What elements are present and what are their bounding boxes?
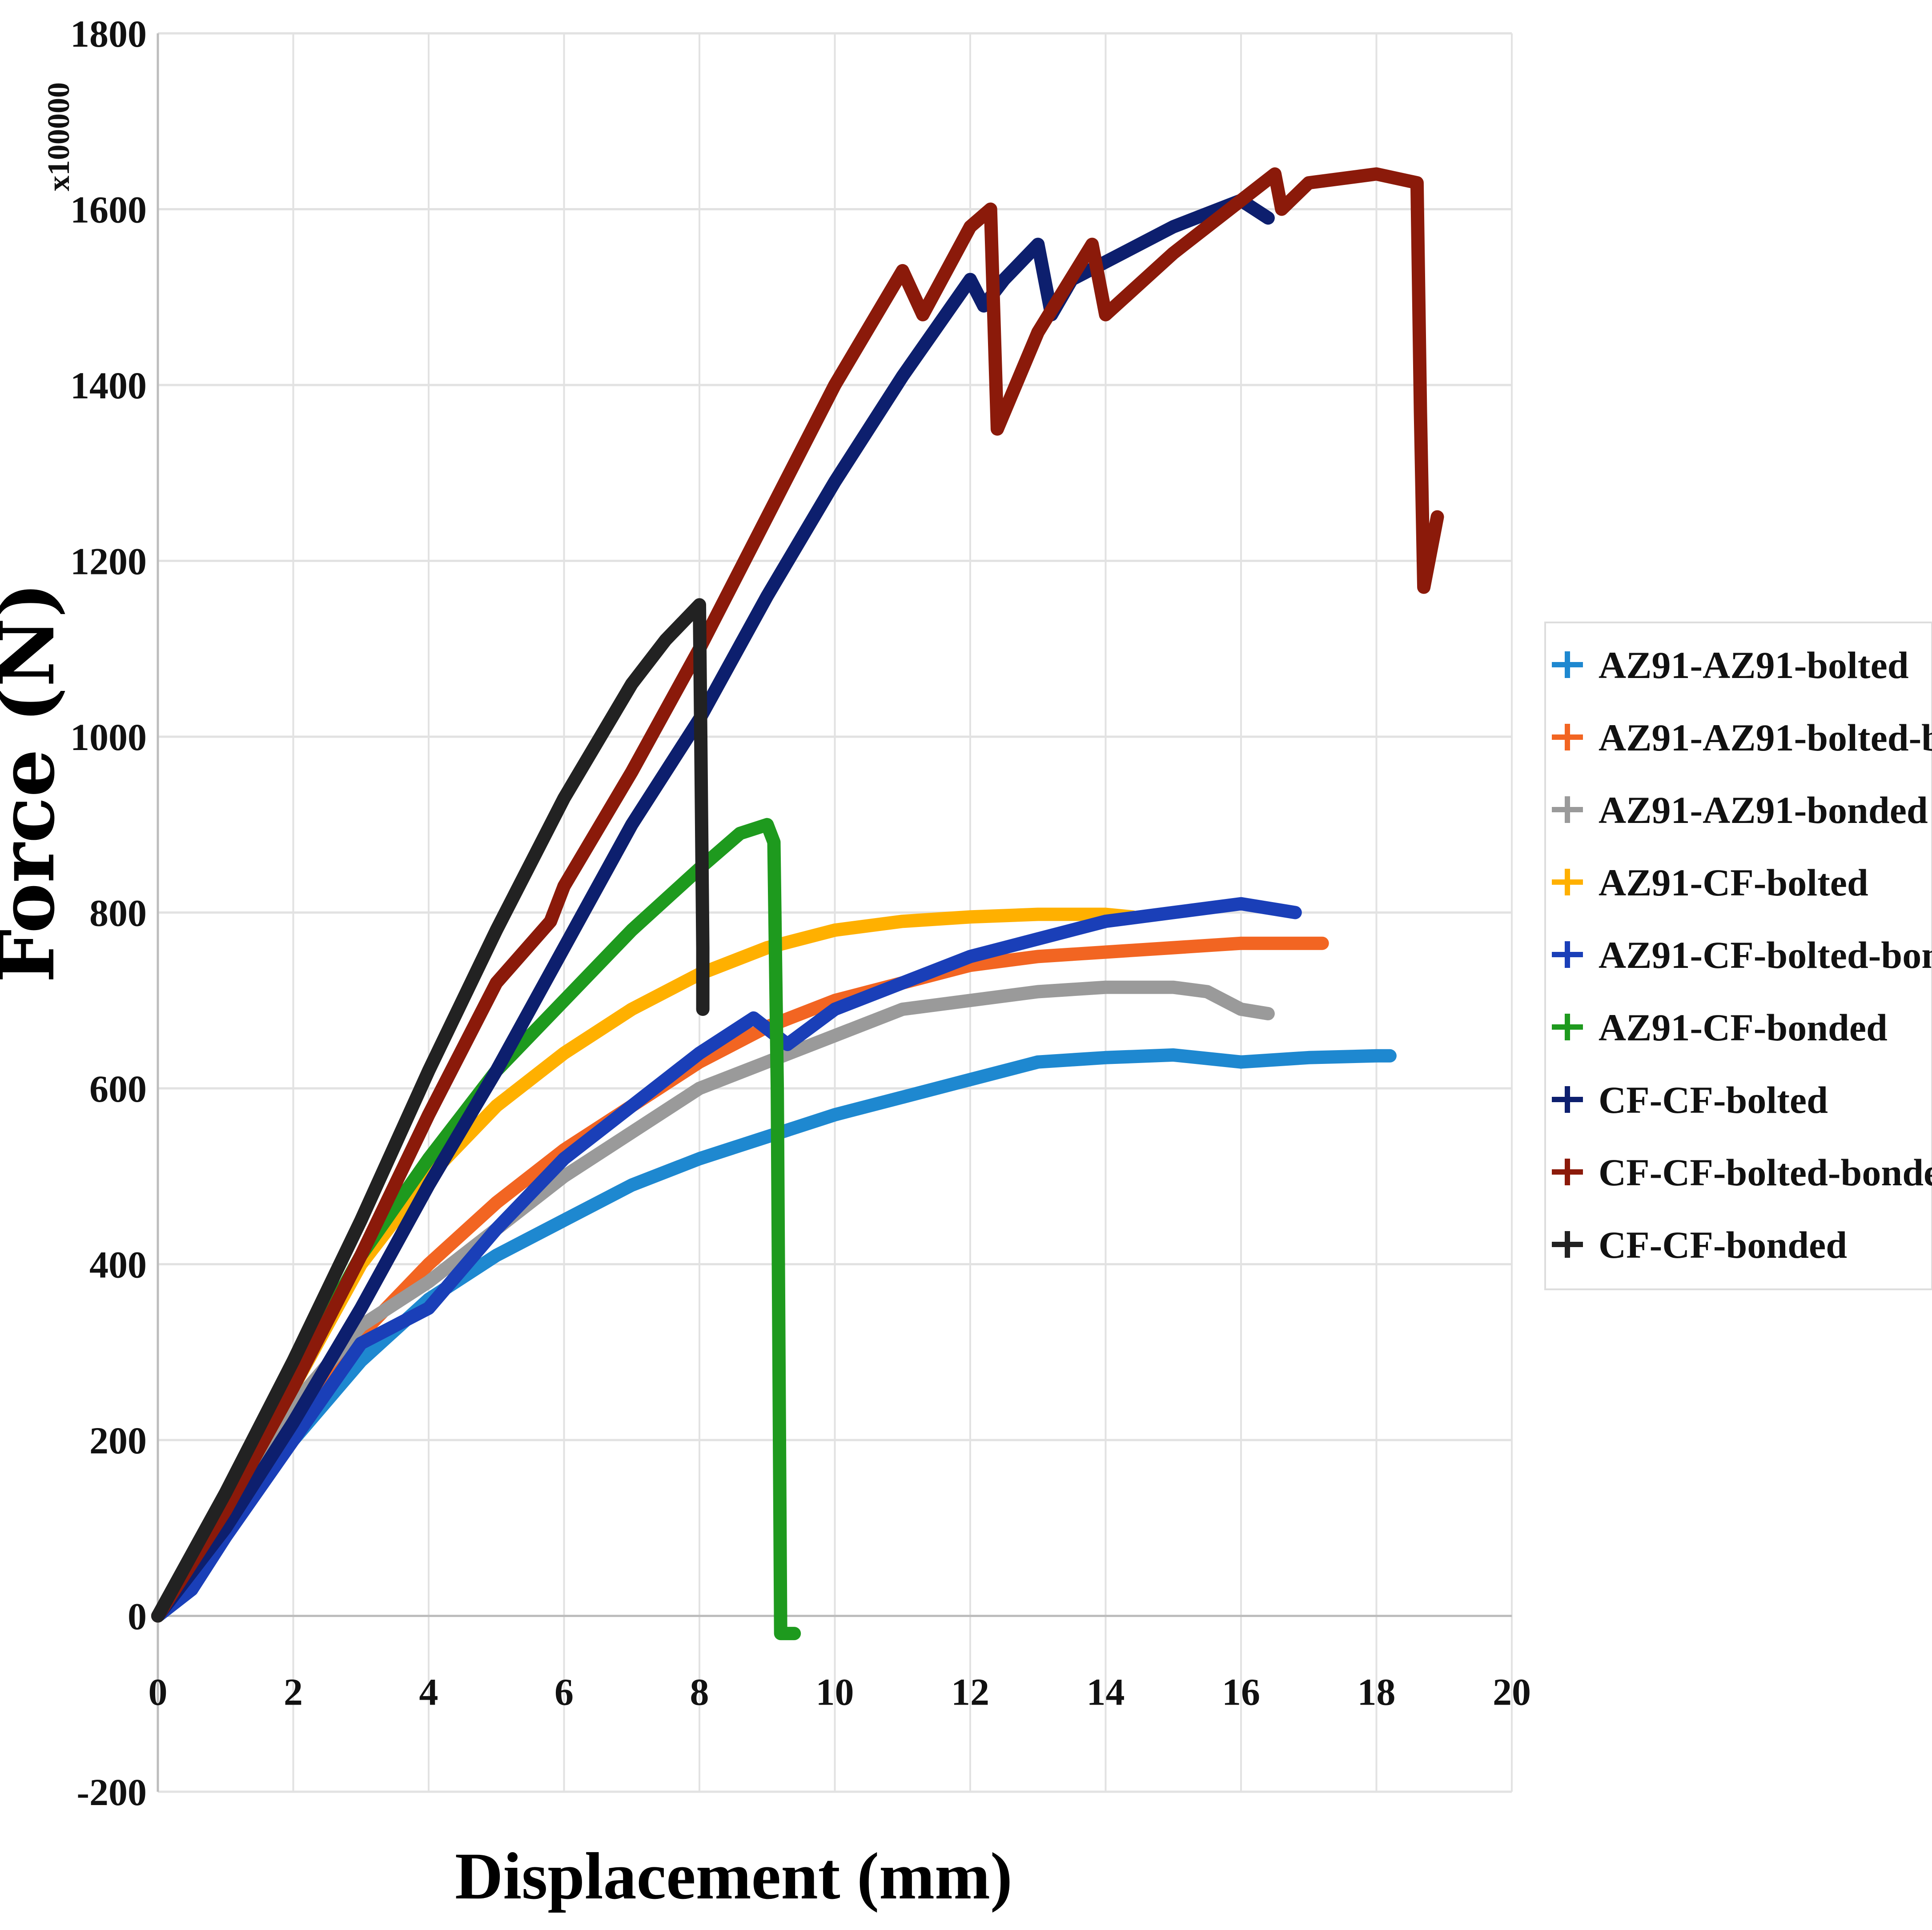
legend-label: AZ91-AZ91-bolted bbox=[1599, 644, 1909, 686]
x-tick-label: 6 bbox=[554, 1671, 574, 1713]
legend-box bbox=[1544, 622, 1932, 1290]
y-tick-label: 800 bbox=[89, 892, 147, 935]
legend-label: AZ91-CF-bonded bbox=[1599, 1006, 1888, 1049]
y-tick-label: 400 bbox=[89, 1244, 147, 1286]
y-tick-label: 1600 bbox=[70, 189, 147, 231]
series-line-cf-cf-bonded bbox=[151, 598, 710, 1623]
y-tick-label: 1200 bbox=[70, 540, 147, 583]
legend: AZ91-AZ91-bolted AZ91-AZ91-bolted-bonded A… bbox=[1544, 622, 1932, 1290]
series bbox=[151, 167, 1444, 1641]
y-tick-label: -200 bbox=[76, 1771, 147, 1814]
y-tick-label: 200 bbox=[89, 1419, 147, 1462]
legend-label: CF-CF-bonded bbox=[1599, 1224, 1847, 1266]
tick-labels: 0 2 4 6 8 10 12 14 16 18 20 -200 0 200 400 600 800 1000 12… bbox=[70, 12, 1531, 1814]
x-tick-label: 4 bbox=[419, 1671, 438, 1713]
y-multiplier-label: x100000 bbox=[42, 82, 76, 191]
grid bbox=[157, 32, 1513, 1793]
axes bbox=[157, 33, 1512, 1792]
x-axis-title: Displacement (mm) bbox=[455, 1839, 1012, 1913]
y-tick-label: 600 bbox=[89, 1067, 147, 1110]
y-tick-label: 1400 bbox=[70, 364, 147, 407]
legend-label: CF-CF-bolted bbox=[1599, 1079, 1828, 1121]
legend-label: AZ91-AZ91-bonded bbox=[1599, 789, 1928, 831]
series-line-cf-cf-bolted bbox=[151, 193, 1275, 1623]
x-tick-label: 18 bbox=[1358, 1671, 1396, 1713]
y-axis-title: Force (N) bbox=[0, 582, 72, 983]
y-tick-label: 1800 bbox=[70, 12, 147, 55]
x-tick-label: 10 bbox=[816, 1671, 854, 1713]
x-tick-label: 0 bbox=[149, 1671, 168, 1713]
x-tick-label: 14 bbox=[1087, 1671, 1125, 1713]
x-tick-label: 16 bbox=[1222, 1671, 1260, 1713]
x-tick-label: 12 bbox=[951, 1671, 989, 1713]
legend-label: AZ91-CF-bolted bbox=[1599, 861, 1868, 904]
x-tick-label: 2 bbox=[284, 1671, 303, 1713]
y-tick-label: 1000 bbox=[70, 716, 147, 758]
series-line-az91-cf-bolted-bonded bbox=[151, 897, 1302, 1623]
legend-label: AZ91-CF-bolted-bonded bbox=[1599, 934, 1932, 976]
legend-label: CF-CF-bolted-bonded bbox=[1599, 1151, 1932, 1194]
x-tick-label: 20 bbox=[1493, 1671, 1531, 1713]
y-tick-label: 0 bbox=[128, 1595, 147, 1638]
series-line-cf-cf-bolted-bonded bbox=[151, 167, 1444, 1623]
legend-label: AZ91-AZ91-bolted-bonded bbox=[1599, 716, 1932, 759]
x-tick-label: 8 bbox=[690, 1671, 709, 1713]
